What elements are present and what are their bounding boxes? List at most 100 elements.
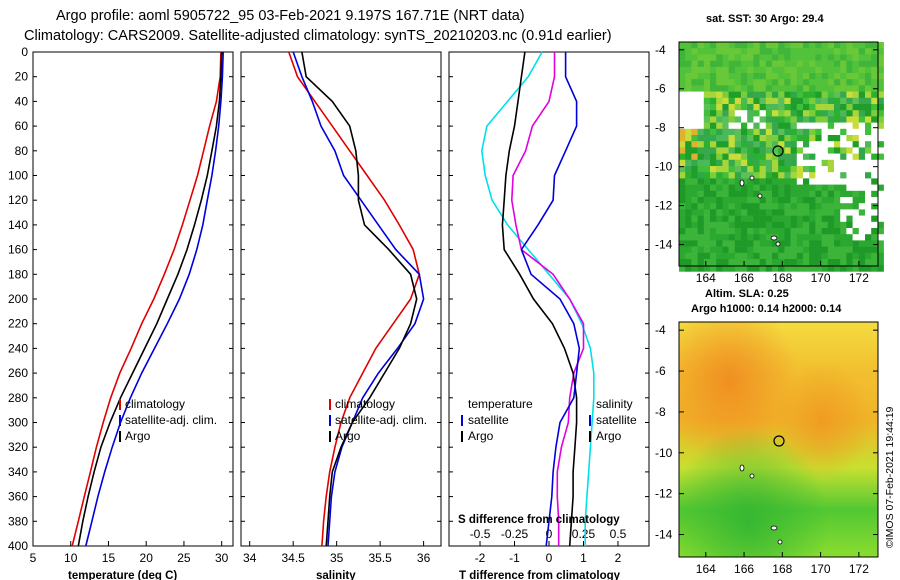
sst-cell [834, 234, 841, 241]
sst-cell [821, 122, 829, 130]
sst-cell [796, 172, 804, 179]
sst-cell [722, 85, 729, 92]
sst-cell [821, 221, 829, 229]
sst-cell [827, 66, 835, 74]
sst-cell [728, 172, 736, 179]
sst-cell [741, 85, 748, 92]
sst-cell [803, 135, 810, 142]
sst-cell [846, 240, 853, 247]
sst-cell [679, 110, 686, 117]
series-line-satellite-adj-clim- [292, 51, 425, 547]
lat-tick-label: -14 [655, 238, 673, 252]
sst-cell [821, 209, 829, 216]
sst-cell [858, 153, 866, 161]
sst-cell [796, 97, 804, 105]
sst-cell [697, 110, 705, 117]
sst-cell [685, 122, 692, 130]
sst-cell [852, 184, 860, 192]
lon-tick-label: 164 [696, 271, 716, 285]
sst-cell [865, 215, 872, 223]
sst-cell [827, 128, 835, 136]
sst-cell [765, 178, 773, 185]
sst-cell [821, 135, 829, 142]
sst-cell [846, 54, 853, 61]
sst-cell [685, 153, 692, 161]
sst-cell [772, 73, 779, 80]
sst-cell [753, 110, 760, 117]
sst-cell [834, 265, 841, 272]
sst-cell [759, 190, 767, 198]
sst-cell [697, 135, 705, 142]
sst-cell [778, 228, 785, 235]
x-tick-label: -1 [509, 551, 520, 565]
sst-cell [852, 172, 860, 179]
depth-tick-label: 300 [8, 416, 28, 430]
sst-cell [747, 265, 754, 272]
sst-cell [803, 48, 810, 55]
sst-cell [784, 48, 791, 55]
sst-cell [722, 221, 729, 229]
sst-cell [772, 128, 779, 136]
sst-cell [734, 128, 742, 136]
sst-cell [759, 48, 767, 55]
sst-cell [809, 135, 816, 142]
sst-cell [796, 234, 804, 241]
sst-cell [803, 141, 810, 148]
sst-cell [716, 172, 723, 179]
sst-cell [765, 265, 773, 272]
sst-cell [722, 91, 729, 99]
sst-cell [734, 166, 742, 173]
sst-cell [858, 215, 866, 223]
sst-cell [697, 159, 705, 167]
sst-cell [796, 240, 804, 247]
sst-cell [716, 85, 723, 92]
sst-cell [815, 85, 822, 92]
sst-cell [827, 184, 835, 192]
sst-cell [722, 184, 729, 192]
sst-cell [759, 203, 767, 210]
sst-cell [759, 159, 767, 167]
sst-cell [722, 197, 729, 204]
legend-label-climatology: climatology [125, 397, 185, 411]
sst-cell [716, 234, 723, 241]
sst-cell [778, 159, 785, 167]
sst-cell [747, 66, 754, 74]
sst-cell [821, 147, 829, 154]
sst-cell [827, 42, 835, 49]
sst-cell [716, 141, 723, 148]
sst-cell [734, 184, 742, 192]
sst-cell [703, 190, 711, 198]
temperature-axes-frame [32, 51, 234, 547]
sst-cell [722, 116, 729, 123]
sst-cell [753, 122, 760, 130]
sst-cell [722, 153, 729, 161]
sst-cell [790, 73, 798, 80]
sst-cell [840, 66, 847, 74]
sst-cell [852, 197, 860, 204]
sst-cell [834, 221, 841, 229]
sst-cell [703, 259, 711, 266]
sst-cell [747, 246, 754, 254]
sst-cell [790, 184, 798, 192]
sst-cell [827, 259, 835, 266]
depth-tick-label: 120 [8, 193, 28, 207]
sst-cell [728, 48, 736, 55]
sst-cell [741, 79, 748, 86]
sst-cell [691, 122, 698, 130]
sst-cell [734, 234, 742, 241]
sst-cell [796, 79, 804, 86]
sst-cell [834, 178, 841, 185]
sst-cell [803, 240, 810, 247]
sst-cell [697, 178, 705, 185]
sst-cell [827, 147, 835, 154]
x-tick-label: 25 [177, 551, 191, 565]
sst-cell [790, 110, 798, 117]
sst-cell [722, 54, 729, 61]
sst-cell [809, 252, 816, 260]
sst-cell [722, 265, 729, 272]
sst-cell [765, 215, 773, 223]
sst-cell [784, 159, 791, 167]
sst-cell [803, 234, 810, 241]
sst-cell [790, 221, 798, 229]
sst-cell [840, 234, 847, 241]
